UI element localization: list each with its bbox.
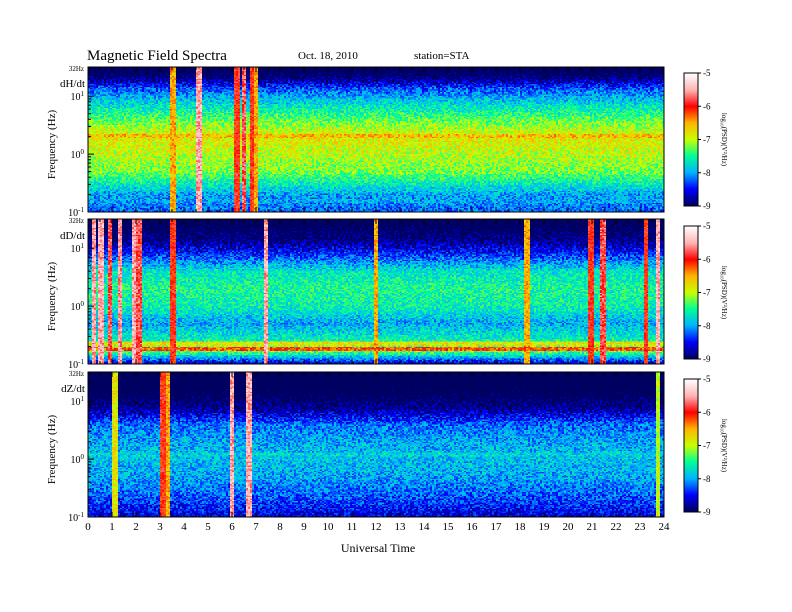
- chart-title: Magnetic Field Spectra: [87, 48, 227, 64]
- x-tick-label: 1: [109, 521, 115, 533]
- x-tick-label: 13: [395, 521, 407, 533]
- x-tick-label: 21: [587, 521, 598, 533]
- colorbar-label: log₁₀(PSD)(V²/Hz): [720, 419, 728, 473]
- panel-label: dH/dt: [60, 78, 85, 90]
- x-tick-label: 0: [85, 521, 91, 533]
- y-tick-label: 32Hz: [69, 65, 84, 73]
- x-tick-label: 2: [133, 521, 139, 533]
- panel-label: dD/dt: [60, 230, 85, 242]
- colorbar-tick-label: -9: [703, 201, 711, 211]
- y-tick-label: 101: [71, 242, 85, 255]
- colorbar-tick-label: -5: [703, 221, 711, 231]
- y-tick-label: 10-1: [68, 511, 84, 524]
- colorbar-label: log₁₀(PSD)(V²/Hz): [720, 113, 728, 167]
- colorbar-tick-label: -5: [703, 68, 711, 78]
- panel-1: 10-1 100 101 32Hz dH/dt Frequency (Hz) -5 -6 -7 -…: [46, 65, 728, 219]
- colorbar-tick-label: -7: [703, 135, 711, 145]
- chart-station: station=STA: [414, 50, 469, 62]
- x-tick-label: 3: [157, 521, 163, 533]
- colorbar-1: [684, 73, 698, 206]
- x-tick-label: 15: [443, 521, 455, 533]
- panel-2: 10-1 100 101 32Hz dD/dt Frequency (Hz) -5 -6 -7 -…: [46, 217, 728, 371]
- x-tick-label: 14: [419, 521, 431, 533]
- colorbar-tick-label: -7: [703, 288, 711, 298]
- colorbar-tick-label: -7: [703, 441, 711, 451]
- spectrogram-1: [88, 67, 664, 212]
- x-tick-label: 22: [611, 521, 622, 533]
- y-tick-label: 32Hz: [69, 217, 84, 225]
- colorbar-tick-label: -6: [703, 101, 711, 111]
- x-tick-label: 5: [205, 521, 211, 533]
- y-tick-label: 10-1: [68, 206, 84, 219]
- colorbar-tick-label: -6: [703, 254, 711, 264]
- x-tick-label: 17: [491, 521, 503, 533]
- x-tick-label: 9: [301, 521, 307, 533]
- x-tick-label: 20: [563, 521, 575, 533]
- x-tick-label: 10: [323, 521, 335, 533]
- y-tick-label: 100: [71, 148, 85, 161]
- y-tick-label: 10-1: [68, 358, 84, 371]
- x-tick-label: 6: [229, 521, 235, 533]
- x-tick-label: 7: [253, 521, 259, 533]
- colorbar-tick-label: -8: [703, 168, 711, 178]
- colorbar-tick-label: -9: [703, 507, 711, 517]
- x-tick-label: 19: [539, 521, 551, 533]
- x-axis: 0 1 2 3 4 5 6 7 8 9 10 11 12 13 14 15 16 17 18 19 20 21 22 23 24: [85, 67, 670, 533]
- panels-group: 10-1 100 101 32Hz dH/dt Frequency (Hz) -5 -6 -7 -…: [46, 65, 728, 524]
- x-tick-label: 16: [467, 521, 479, 533]
- x-tick-label: 12: [371, 521, 382, 533]
- colorbar-tick-label: -6: [703, 407, 711, 417]
- colorbar-tick-label: -8: [703, 321, 711, 331]
- colorbar-2: [684, 226, 698, 359]
- y-axis-label: Frequency (Hz): [46, 262, 58, 332]
- colorbar-tick-label: -9: [703, 354, 711, 364]
- spectrogram-2: [88, 219, 664, 364]
- panel-3: 10-1 100 101 32Hz dZ/dt Frequency (Hz) -5 -6 -7 -…: [46, 370, 728, 524]
- x-tick-label: 18: [515, 521, 527, 533]
- spectrogram-3: [88, 372, 664, 517]
- panel-label: dZ/dt: [61, 383, 85, 395]
- colorbar-label: log₁₀(PSD)(V²/Hz): [720, 266, 728, 320]
- chart-date: Oct. 18, 2010: [298, 50, 358, 62]
- y-tick-label: 101: [71, 90, 85, 103]
- y-tick-label: 32Hz: [69, 370, 84, 378]
- x-tick-label: 23: [635, 521, 647, 533]
- y-tick-label: 100: [71, 300, 85, 313]
- y-axis-label: Frequency (Hz): [46, 110, 58, 180]
- colorbar-tick-label: -8: [703, 474, 711, 484]
- y-tick-label: 101: [71, 395, 85, 408]
- x-axis-label: Universal Time: [341, 541, 415, 555]
- y-tick-label: 100: [71, 453, 85, 466]
- x-tick-label: 24: [659, 521, 671, 533]
- x-tick-label: 11: [347, 521, 358, 533]
- colorbar-3: [684, 379, 698, 512]
- colorbar-tick-label: -5: [703, 374, 711, 384]
- x-tick-label: 4: [181, 521, 187, 533]
- y-axis-label: Frequency (Hz): [46, 415, 58, 485]
- x-tick-label: 8: [277, 521, 283, 533]
